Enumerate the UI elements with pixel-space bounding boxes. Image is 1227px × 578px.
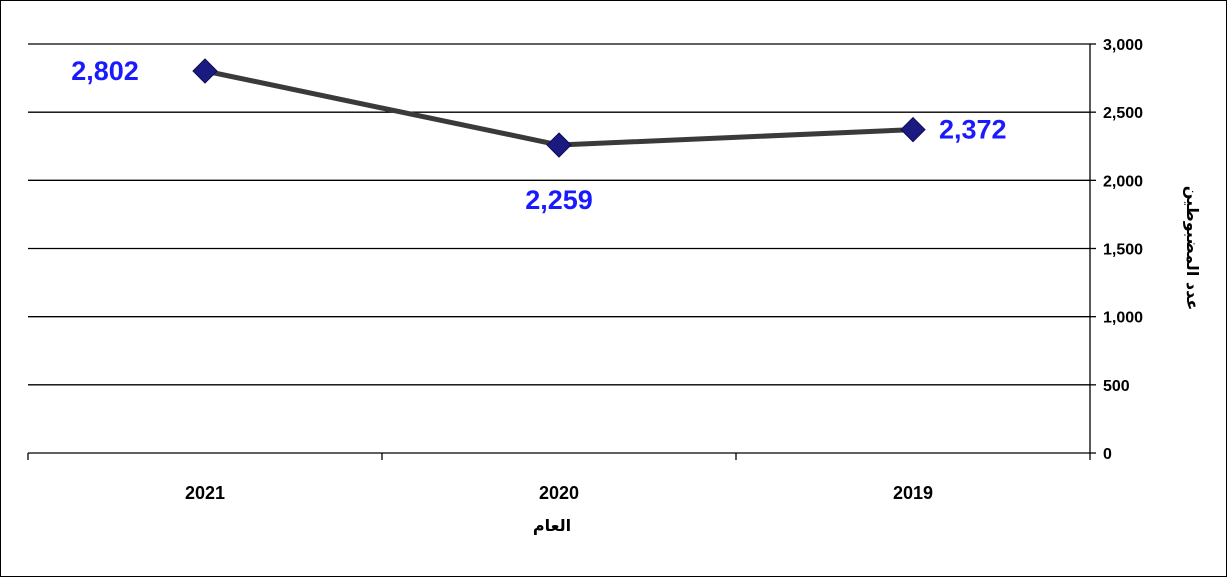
x-axis-title: العام bbox=[533, 516, 571, 535]
grid-lines bbox=[28, 43, 1090, 386]
data-label: 2,259 bbox=[525, 185, 593, 215]
y-tick-label: 0 bbox=[1103, 446, 1112, 463]
y-tick-labels: 0 500 1,000 1,500 2,000 2,500 3,000 bbox=[1103, 37, 1143, 463]
y-tick-label: 2,500 bbox=[1103, 105, 1143, 122]
x-tick-labels: 2021 2020 2019 bbox=[185, 483, 933, 503]
y-tick-label: 1,500 bbox=[1103, 242, 1143, 259]
data-marker bbox=[900, 116, 926, 143]
data-labels: 2,802 2,259 2,372 bbox=[71, 56, 1006, 215]
x-tick-label: 2020 bbox=[539, 483, 579, 503]
y-tick-label: 1,000 bbox=[1103, 310, 1143, 327]
y-tick-label: 3,000 bbox=[1103, 37, 1143, 54]
data-markers bbox=[192, 58, 926, 158]
y-tick-label: 500 bbox=[1103, 378, 1130, 395]
x-tick-label: 2021 bbox=[185, 483, 225, 503]
axes bbox=[27, 43, 1096, 460]
y-tick-label: 2,000 bbox=[1103, 173, 1143, 190]
data-marker bbox=[546, 132, 572, 158]
data-marker bbox=[192, 58, 218, 84]
data-label: 2,372 bbox=[939, 115, 1007, 145]
x-tick-label: 2019 bbox=[893, 483, 933, 503]
data-label: 2,802 bbox=[71, 56, 139, 86]
y-axis-title: عدد المضبوطين bbox=[1183, 186, 1202, 311]
